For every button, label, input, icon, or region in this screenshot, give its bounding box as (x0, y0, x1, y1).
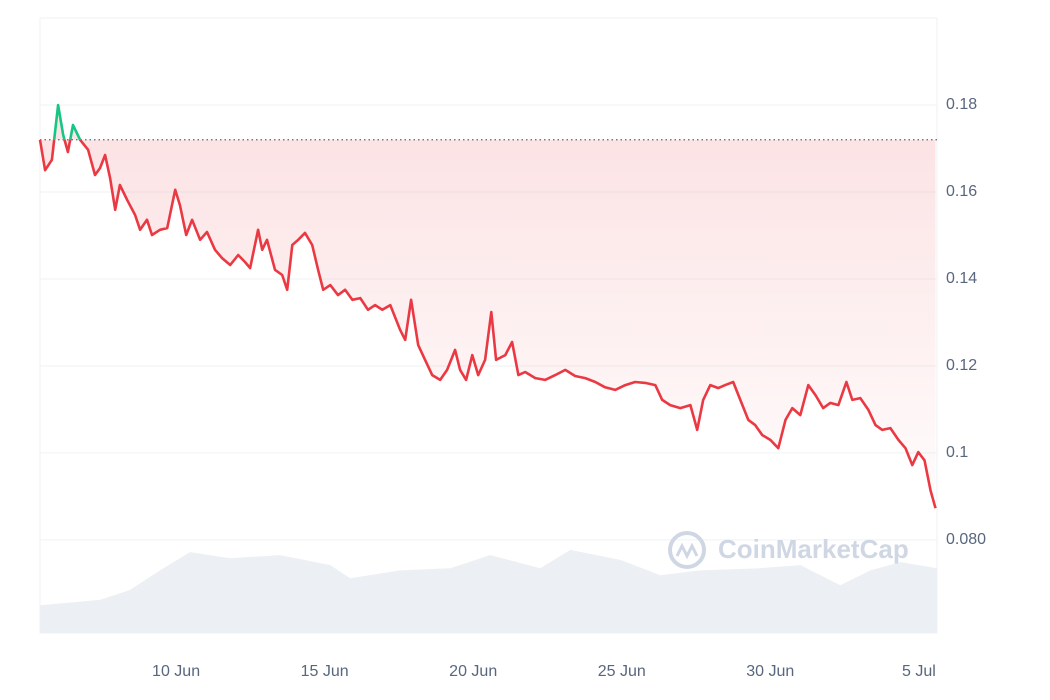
y-tick-label: 0.18 (946, 96, 977, 113)
watermark-text: CoinMarketCap (718, 534, 909, 564)
x-tick-label: 30 Jun (746, 663, 794, 680)
price-area (40, 105, 936, 509)
x-tick-label: 20 Jun (449, 663, 497, 680)
x-tick-label: 25 Jun (598, 663, 646, 680)
y-tick-label: 0.14 (946, 270, 977, 287)
x-tick-label: 10 Jun (152, 663, 200, 680)
volume-area (40, 549, 937, 633)
x-tick-label: 15 Jun (301, 663, 349, 680)
price-line (38, 103, 937, 509)
x-tick-label: 5 Jul (902, 663, 936, 680)
y-tick-label: 0.16 (946, 183, 977, 200)
y-tick-label: 0.12 (946, 357, 977, 374)
watermark: CoinMarketCap (668, 531, 909, 569)
y-tick-label: 0.080 (946, 531, 986, 548)
y-tick-label: 0.1 (946, 444, 968, 461)
